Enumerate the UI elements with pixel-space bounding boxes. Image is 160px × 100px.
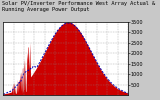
Text: Solar PV/Inverter Performance West Array Actual & Running Average Power Output: Solar PV/Inverter Performance West Array… bbox=[2, 1, 155, 12]
